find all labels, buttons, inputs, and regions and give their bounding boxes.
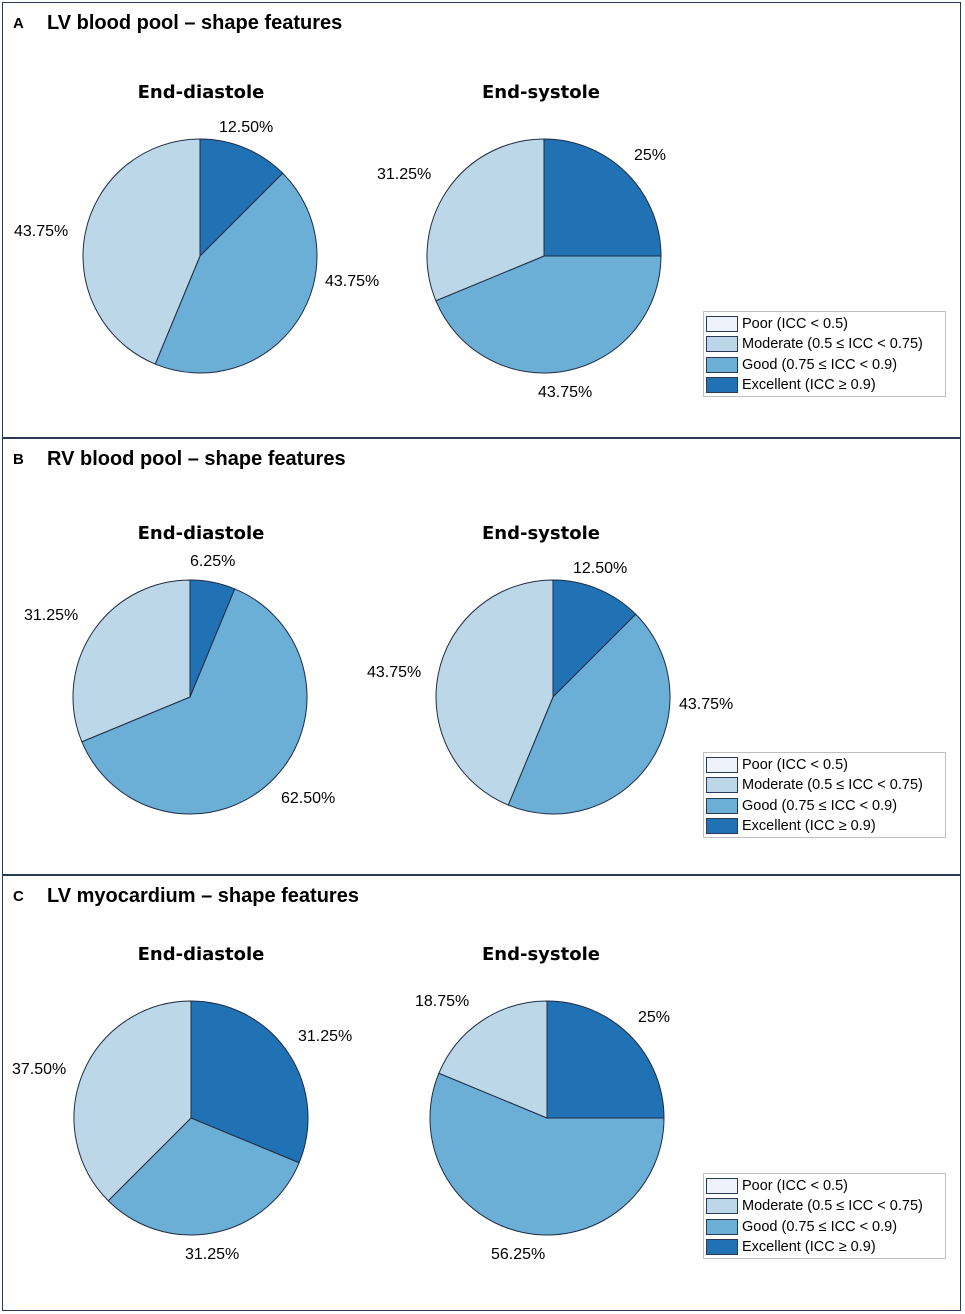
data-label: 62.50% xyxy=(281,790,336,807)
pie-slice-moderate xyxy=(73,1000,192,1202)
pie-title: End-diastole xyxy=(137,944,265,965)
panel-a: A LV blood pool – shape features xyxy=(2,2,961,438)
pie-slice-moderate xyxy=(72,579,191,743)
data-label: 43.75% xyxy=(325,273,380,290)
legend-item: Poor (ICC < 0.5) xyxy=(706,1176,848,1195)
legend-item: Good (0.75 ≤ ICC < 0.9) xyxy=(706,796,897,815)
panel-b: B RV blood pool – shape features xyxy=(2,438,961,875)
legend-item: Good (0.75 ≤ ICC < 0.9) xyxy=(706,1217,897,1236)
legend: Poor (ICC < 0.5) Moderate (0.5 ≤ ICC < 0… xyxy=(703,752,946,838)
pie-slice-good xyxy=(154,172,318,374)
pie-title: End-diastole xyxy=(137,82,265,103)
legend-swatch-poor xyxy=(706,1177,738,1194)
pie-slice-good xyxy=(507,613,671,815)
data-label: 25% xyxy=(638,1009,671,1026)
legend-swatch-poor xyxy=(706,315,738,332)
legend-swatch-moderate xyxy=(706,776,738,793)
pie-slice-moderate xyxy=(426,138,545,302)
legend-swatch-excellent xyxy=(706,817,738,834)
data-label: 18.75% xyxy=(415,993,470,1010)
legend-label: Excellent (ICC ≥ 0.9) xyxy=(742,376,876,393)
legend-label: Moderate (0.5 ≤ ICC < 0.75) xyxy=(742,776,923,793)
legend-label: Poor (ICC < 0.5) xyxy=(742,315,848,332)
legend-label: Poor (ICC < 0.5) xyxy=(742,756,848,773)
legend: Poor (ICC < 0.5) Moderate (0.5 ≤ ICC < 0… xyxy=(703,1173,946,1259)
pie-title: End-diastole xyxy=(137,523,265,544)
legend-item: Poor (ICC < 0.5) xyxy=(706,314,848,333)
legend-label: Excellent (ICC ≥ 0.9) xyxy=(742,817,876,834)
legend-swatch-moderate xyxy=(706,1197,738,1214)
legend: Poor (ICC < 0.5) Moderate (0.5 ≤ ICC < 0… xyxy=(703,311,946,397)
legend-item: Moderate (0.5 ≤ ICC < 0.75) xyxy=(706,334,923,353)
pie-slice-moderate xyxy=(82,138,201,365)
pie-slice-good xyxy=(429,1072,665,1236)
data-label: 43.75% xyxy=(538,384,593,401)
panel-c: C LV myocardium – shape features xyxy=(2,875,961,1311)
legend-swatch-excellent xyxy=(706,1238,738,1255)
legend-label: Good (0.75 ≤ ICC < 0.9) xyxy=(742,1218,898,1235)
legend-item: Poor (ICC < 0.5) xyxy=(706,755,848,774)
data-label: 25% xyxy=(634,147,667,164)
legend-label: Good (0.75 ≤ ICC < 0.9) xyxy=(742,797,898,814)
data-label: 31.25% xyxy=(298,1028,353,1045)
legend-item: Good (0.75 ≤ ICC < 0.9) xyxy=(706,355,897,374)
data-label: 12.50% xyxy=(219,119,274,136)
panel-title: RV blood pool – shape features xyxy=(47,448,346,470)
pie-slice-moderate xyxy=(435,579,554,806)
panel-letter: A xyxy=(13,15,24,32)
data-label: 43.75% xyxy=(14,223,69,240)
data-label: 43.75% xyxy=(367,664,422,681)
pie-slice-good xyxy=(81,588,308,815)
legend-item: Excellent (ICC ≥ 0.9) xyxy=(706,375,876,394)
pie-slice-excellent xyxy=(546,1000,665,1119)
data-label: 56.25% xyxy=(491,1246,546,1263)
legend-item: Excellent (ICC ≥ 0.9) xyxy=(706,816,876,835)
legend-swatch-good xyxy=(706,797,738,814)
data-label: 6.25% xyxy=(190,553,236,570)
data-label: 31.25% xyxy=(185,1246,240,1263)
panel-letter: B xyxy=(13,451,24,468)
legend-swatch-moderate xyxy=(706,335,738,352)
legend-item: Excellent (ICC ≥ 0.9) xyxy=(706,1237,876,1256)
pie-slice-excellent xyxy=(190,1000,309,1164)
panel-title: LV blood pool – shape features xyxy=(47,12,343,34)
pie-slice-excellent xyxy=(552,579,637,699)
pie-title: End-systole xyxy=(482,523,600,544)
legend-label: Poor (ICC < 0.5) xyxy=(742,1177,848,1194)
data-label: 43.75% xyxy=(679,696,734,713)
legend-item: Moderate (0.5 ≤ ICC < 0.75) xyxy=(706,775,923,794)
legend-swatch-good xyxy=(706,356,738,373)
legend-item: Moderate (0.5 ≤ ICC < 0.75) xyxy=(706,1196,923,1215)
pie-title: End-systole xyxy=(482,944,600,965)
pie-slice-good xyxy=(435,255,662,374)
legend-swatch-excellent xyxy=(706,376,738,393)
panel-letter: C xyxy=(13,888,24,905)
panel-title: LV myocardium – shape features xyxy=(47,885,359,907)
data-label: 12.50% xyxy=(573,560,628,577)
legend-swatch-poor xyxy=(706,756,738,773)
legend-label: Moderate (0.5 ≤ ICC < 0.75) xyxy=(742,1197,923,1214)
data-label: 37.50% xyxy=(12,1061,67,1078)
pie-slice-excellent xyxy=(543,138,662,257)
legend-swatch-good xyxy=(706,1218,738,1235)
data-label: 31.25% xyxy=(24,607,79,624)
pie-title: End-systole xyxy=(482,82,600,103)
pie-slice-excellent xyxy=(199,138,284,258)
legend-label: Good (0.75 ≤ ICC < 0.9) xyxy=(742,356,898,373)
legend-label: Moderate (0.5 ≤ ICC < 0.75) xyxy=(742,335,923,352)
data-label: 31.25% xyxy=(377,166,432,183)
pie-slice-good xyxy=(107,1117,300,1236)
legend-label: Excellent (ICC ≥ 0.9) xyxy=(742,1238,876,1255)
pie-slice-moderate xyxy=(438,1000,548,1119)
